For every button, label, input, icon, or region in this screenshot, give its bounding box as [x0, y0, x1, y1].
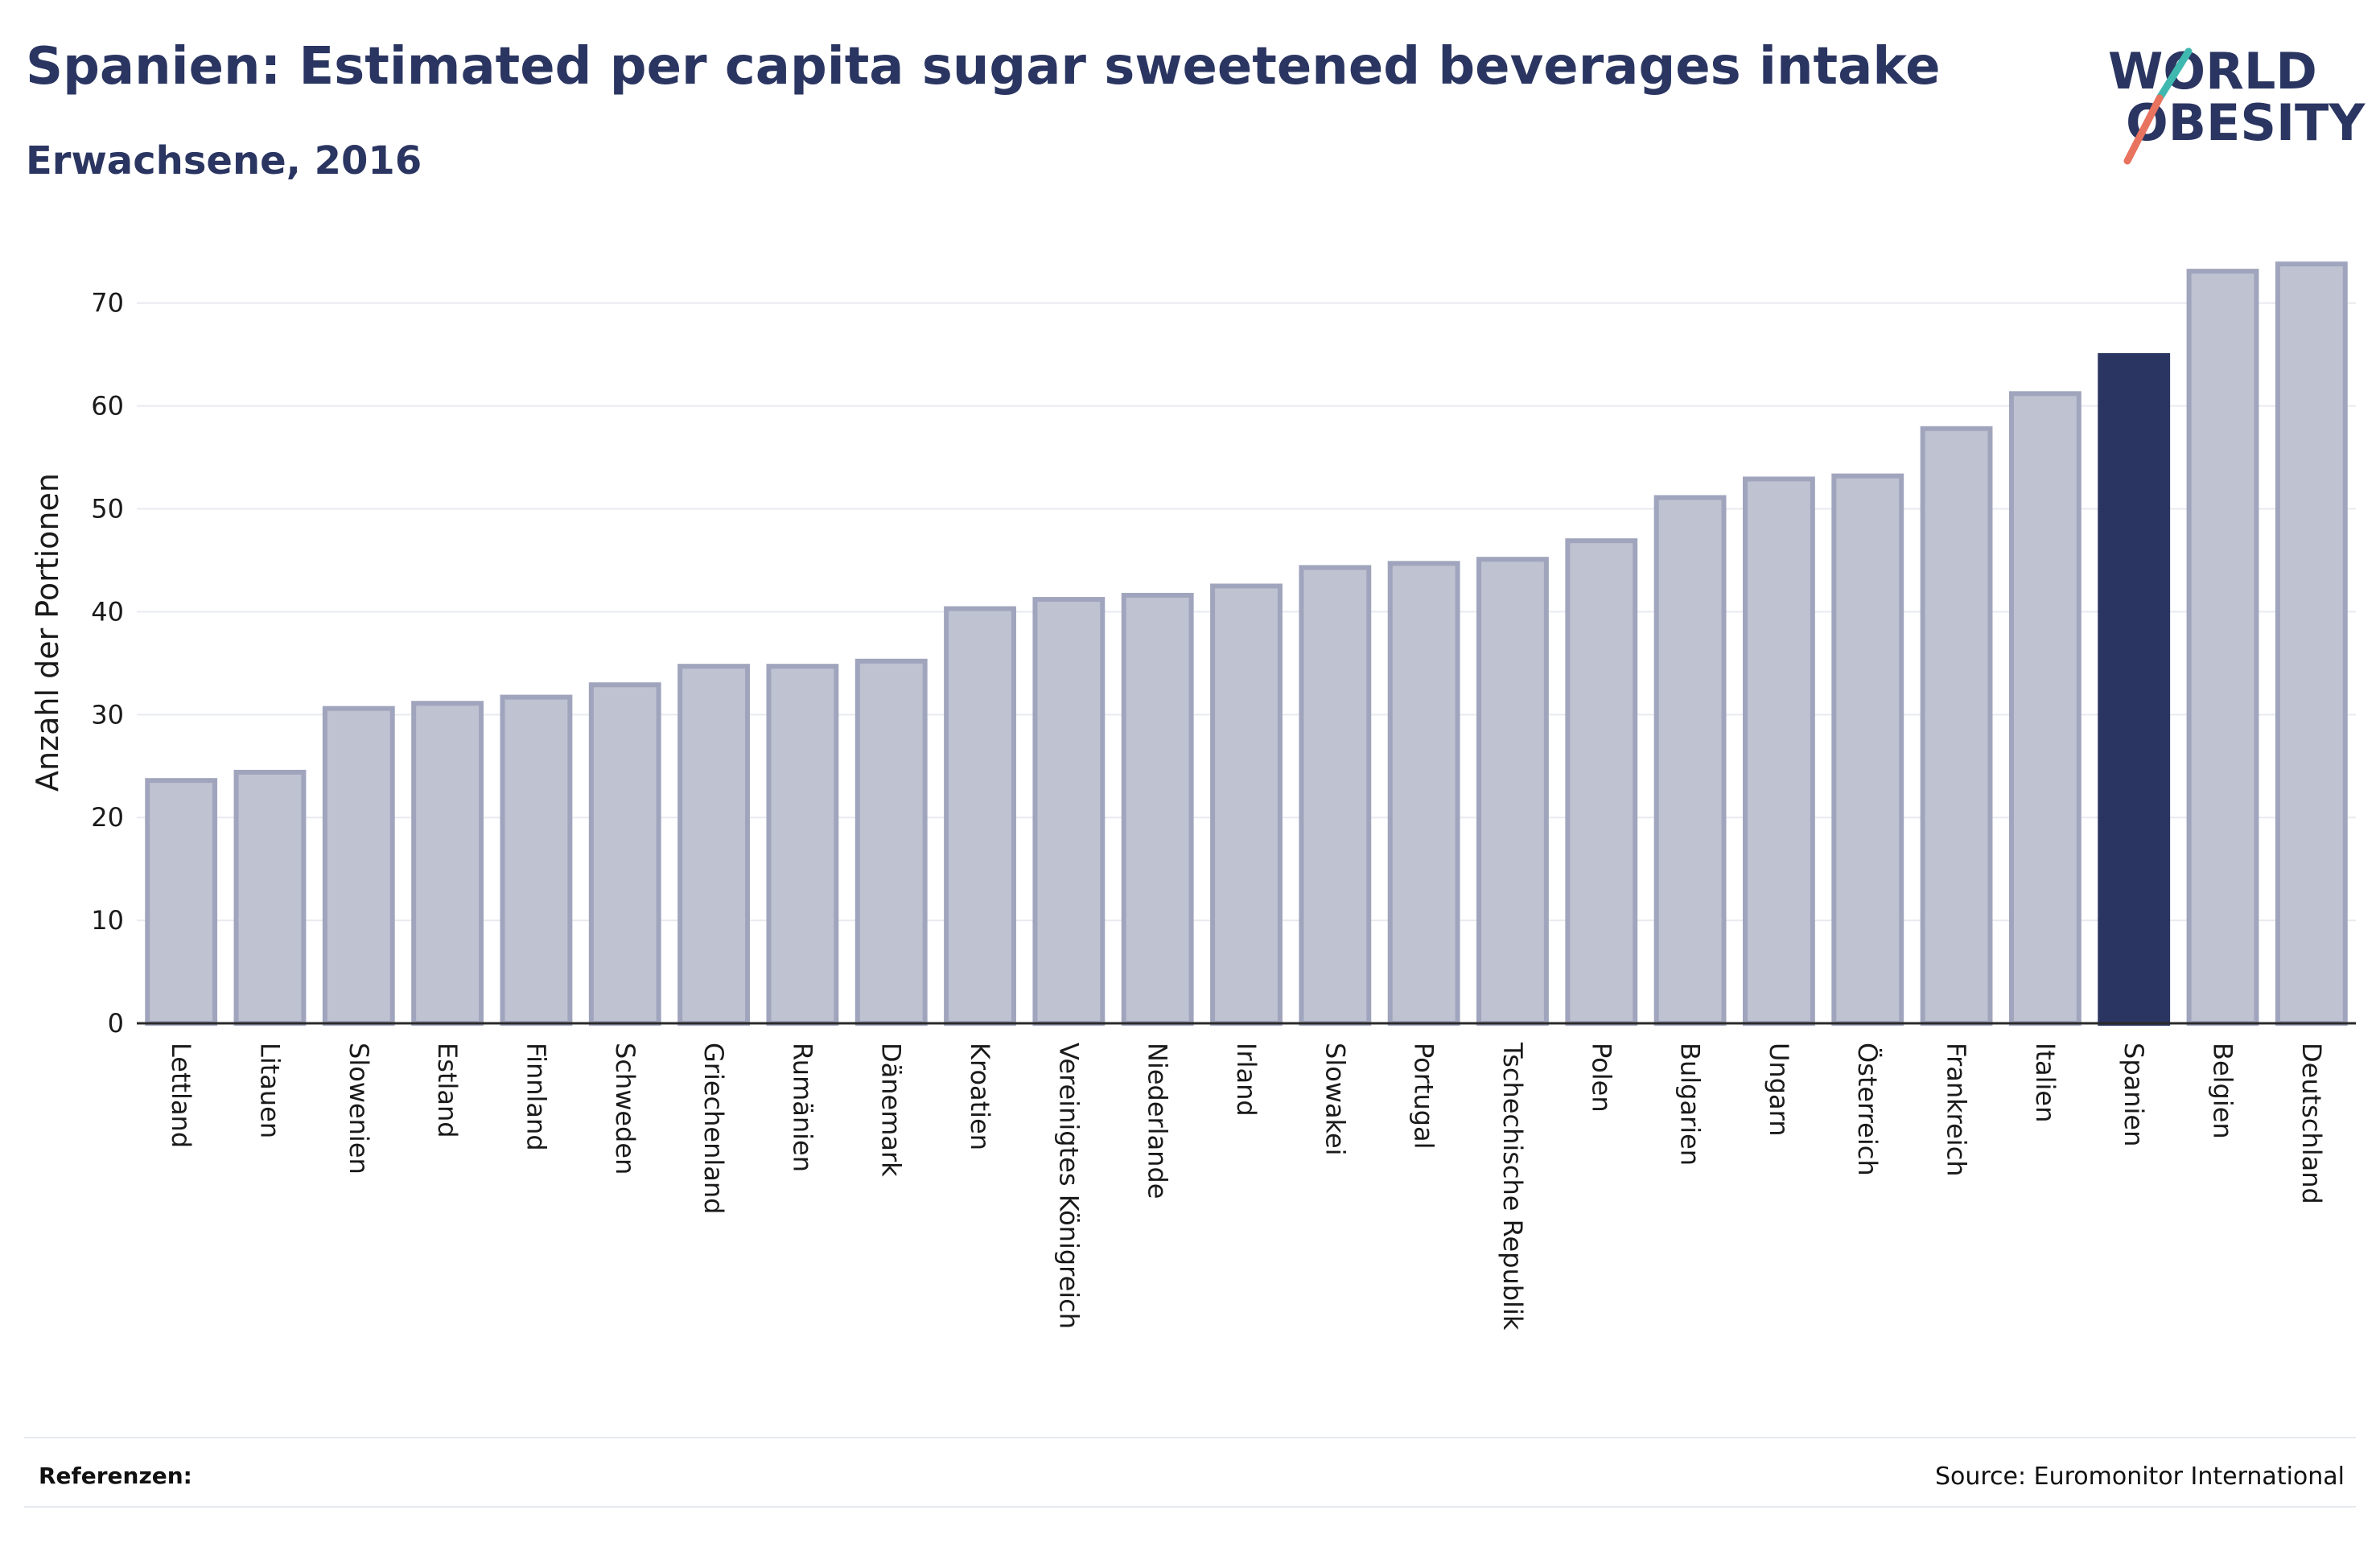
bar-lettland	[145, 778, 218, 1026]
y-tick-label: 40	[91, 596, 124, 627]
source-note: Source: Euromonitor International	[1934, 1463, 2345, 1491]
bar-bulgarien	[1653, 495, 1727, 1026]
x-category-label: Slowenien	[344, 1043, 374, 1175]
bar-deutschland	[2275, 261, 2348, 1026]
bar-polen	[1565, 538, 1638, 1026]
y-tick-label: 10	[91, 905, 124, 936]
y-tick-label: 70	[91, 288, 124, 319]
bar-belgien	[2186, 269, 2259, 1026]
x-category-label: Litauen	[254, 1043, 285, 1138]
bar-slowakei	[1299, 565, 1372, 1026]
x-category-label: Slowakei	[1320, 1043, 1350, 1156]
x-category-label: Lettland	[166, 1043, 196, 1148]
world-obesity-logo: WORLD OBESITY	[2108, 42, 2366, 165]
footer-divider-top	[24, 1437, 2356, 1438]
bar-italien	[2008, 391, 2081, 1026]
bar-chart: 0 10 20 30 40 50 60 70 Lettland Litauen Slowenien…	[30, 261, 2356, 1331]
x-category-label: Spanien	[2119, 1043, 2149, 1146]
bar-dänemark	[854, 658, 928, 1027]
bar-finnland	[500, 694, 573, 1026]
bar-portugal	[1387, 561, 1460, 1026]
x-category-label: Estland	[432, 1043, 463, 1138]
y-axis-title: Anzahl der Portionen	[30, 473, 65, 792]
x-category-label: Italien	[2030, 1043, 2061, 1122]
x-category-label: Griechenland	[698, 1043, 729, 1214]
x-category-label: Polen	[1586, 1043, 1616, 1113]
y-tick-label: 60	[91, 391, 124, 422]
bar-niederlande	[1121, 592, 1194, 1026]
x-category-label: Österreich	[1852, 1043, 1883, 1176]
x-category-label: Dänemark	[876, 1043, 907, 1177]
x-axis-category-labels: Lettland Litauen Slowenien Estland Finnland S…	[166, 1042, 2327, 1331]
bar-slowenien	[322, 706, 395, 1026]
x-category-label: Niederlande	[1143, 1043, 1173, 1199]
logo-line-1: WORLD	[2108, 42, 2317, 101]
bar-rumänien	[766, 664, 839, 1026]
y-tick-label: 0	[108, 1008, 124, 1039]
x-category-label: Rumänien	[787, 1043, 817, 1172]
bar-österreich	[1831, 473, 1904, 1026]
bar-frankreich	[1920, 426, 1993, 1026]
bar-estland	[411, 701, 484, 1026]
chart-subtitle: Erwachsene, 2016	[26, 138, 422, 183]
references-label: Referenzen:	[39, 1463, 192, 1489]
x-category-label: Kroatien	[965, 1043, 995, 1150]
y-axis-ticks: 0 10 20 30 40 50 60 70	[91, 288, 124, 1039]
y-tick-label: 20	[91, 802, 124, 833]
bar-tschechische-republik	[1476, 557, 1549, 1026]
bar-griechenland	[677, 664, 751, 1026]
bar-vereinigtes-königreich	[1032, 597, 1106, 1026]
bar-spanien	[2098, 352, 2171, 1027]
bar-litauen	[233, 769, 307, 1026]
bar-ungarn	[1742, 476, 1815, 1026]
x-category-label: Ungarn	[1764, 1043, 1794, 1137]
x-category-label: Bulgarien	[1675, 1043, 1706, 1166]
logo-line-2: OBESITY	[2126, 93, 2366, 152]
x-category-label: Vereinigtes Königreich	[1053, 1043, 1084, 1329]
x-category-label: Irland	[1231, 1043, 1262, 1117]
x-category-label: Finnland	[521, 1043, 551, 1151]
bar-kroatien	[944, 606, 1016, 1026]
x-category-label: Schweden	[610, 1043, 640, 1175]
bars	[145, 261, 2348, 1027]
x-category-label: Belgien	[2208, 1043, 2238, 1139]
x-category-label: Deutschland	[2296, 1043, 2327, 1204]
bar-irland	[1210, 583, 1283, 1026]
x-category-label: Tschechische Republik	[1497, 1042, 1528, 1331]
y-tick-label: 30	[91, 699, 124, 730]
bar-schweden	[588, 682, 661, 1026]
footer-divider-bottom	[24, 1506, 2356, 1508]
x-category-label: Frankreich	[1941, 1043, 1972, 1177]
x-category-label: Portugal	[1409, 1043, 1439, 1150]
chart-title: Spanien: Estimated per capita sugar swee…	[26, 37, 1941, 97]
y-tick-label: 50	[91, 494, 124, 525]
